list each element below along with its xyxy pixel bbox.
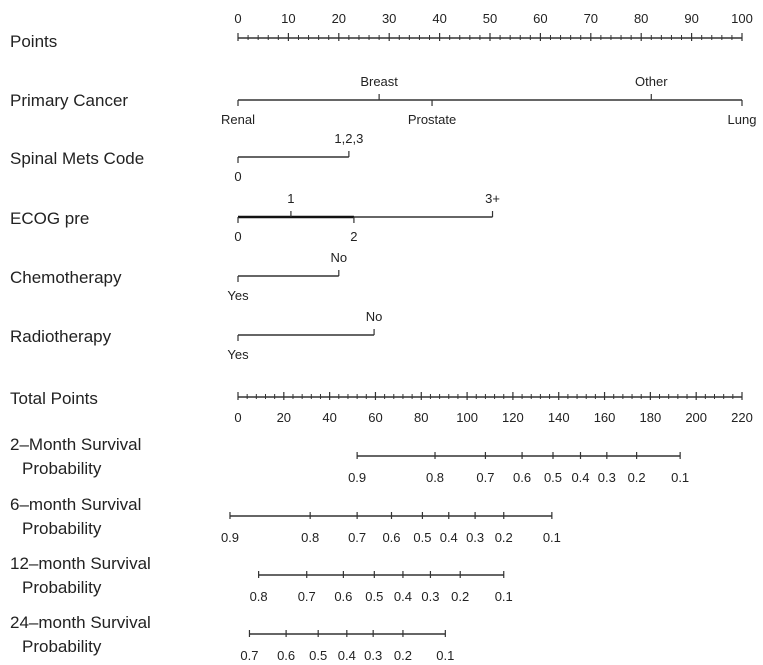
surv-2m-label-line1: 2–Month Survival	[10, 435, 141, 454]
points-tick-label: 50	[483, 11, 497, 26]
survival-tick-label: 0.9	[221, 530, 239, 545]
predictor-level-label: Yes	[227, 347, 249, 362]
total-points-tick-label: 200	[685, 410, 707, 425]
survival-tick-label: 0.4	[394, 589, 412, 604]
predictor-level-label: No	[366, 309, 383, 324]
predictor-level-label: No	[330, 250, 347, 265]
predictor-level-label: 1,2,3	[334, 131, 363, 146]
survival-tick-label: 0.6	[334, 589, 352, 604]
surv-24m-label-line2: Probability	[22, 637, 102, 656]
radiotherapy-label: Radiotherapy	[10, 327, 112, 346]
total-points-tick-label: 20	[277, 410, 291, 425]
predictor-level-label: Lung	[728, 112, 757, 127]
points-tick-label: 10	[281, 11, 295, 26]
survival-tick-label: 0.5	[413, 530, 431, 545]
survival-tick-label: 0.5	[365, 589, 383, 604]
survival-tick-label: 0.8	[426, 470, 444, 485]
total-points-tick-label: 80	[414, 410, 428, 425]
points-tick-label: 40	[432, 11, 446, 26]
ecog-pre-label: ECOG pre	[10, 209, 89, 228]
survival-tick-label: 0.3	[466, 530, 484, 545]
survival-tick-label: 0.3	[364, 648, 382, 663]
survival-tick-label: 0.2	[628, 470, 646, 485]
total-points-tick-label: 40	[322, 410, 336, 425]
primary-cancer-label: Primary Cancer	[10, 91, 128, 110]
surv-6m-label-line2: Probability	[22, 519, 102, 538]
surv-2m-label-line2: Probability	[22, 459, 102, 478]
survival-tick-label: 0.2	[495, 530, 513, 545]
survival-tick-label: 0.6	[382, 530, 400, 545]
survival-tick-label: 0.1	[495, 589, 513, 604]
survival-tick-label: 0.6	[277, 648, 295, 663]
total-points-tick-label: 100	[456, 410, 478, 425]
survival-tick-label: 0.9	[348, 470, 366, 485]
points-axis-label: Points	[10, 32, 57, 51]
predictor-level-label: Breast	[360, 74, 398, 89]
survival-tick-label: 0.5	[309, 648, 327, 663]
total-points-tick-label: 140	[548, 410, 570, 425]
survival-tick-label: 0.2	[394, 648, 412, 663]
predictor-level-label: 2	[350, 229, 357, 244]
survival-tick-label: 0.5	[544, 470, 562, 485]
points-tick-label: 90	[684, 11, 698, 26]
surv-24m-label-line1: 24–month Survival	[10, 613, 151, 632]
predictor-level-label: Renal	[221, 112, 255, 127]
survival-tick-label: 0.8	[250, 589, 268, 604]
surv-12m-label-line1: 12–month Survival	[10, 554, 151, 573]
predictor-level-label: Other	[635, 74, 668, 89]
points-tick-label: 30	[382, 11, 396, 26]
predictor-level-label: Prostate	[408, 112, 456, 127]
predictor-level-label: 3+	[485, 191, 500, 206]
survival-tick-label: 0.2	[451, 589, 469, 604]
chemotherapy-label: Chemotherapy	[10, 268, 122, 287]
total-points-tick-label: 160	[594, 410, 616, 425]
survival-tick-label: 0.3	[598, 470, 616, 485]
total-points-tick-label: 220	[731, 410, 753, 425]
predictor-level-label: 0	[234, 169, 241, 184]
total-points-label: Total Points	[10, 389, 98, 408]
total-points-tick-label: 120	[502, 410, 524, 425]
predictor-level-label: 1	[287, 191, 294, 206]
predictor-level-label: 0	[234, 229, 241, 244]
nomogram-marks: 0 10 20 30 40 50 60 70 80 90 100RenalBreastProstat…	[221, 11, 757, 663]
points-tick-label: 70	[584, 11, 598, 26]
survival-tick-label: 0.6	[513, 470, 531, 485]
surv-6m-label-line1: 6–month Survival	[10, 495, 141, 514]
predictor-level-label: Yes	[227, 288, 249, 303]
survival-tick-label: 0.1	[671, 470, 689, 485]
survival-tick-label: 0.1	[543, 530, 561, 545]
survival-tick-label: 0.4	[571, 470, 589, 485]
survival-tick-label: 0.7	[476, 470, 494, 485]
survival-tick-label: 0.4	[440, 530, 458, 545]
survival-tick-label: 0.1	[436, 648, 454, 663]
surv-12m-label-line2: Probability	[22, 578, 102, 597]
points-tick-label: 20	[332, 11, 346, 26]
survival-tick-label: 0.3	[421, 589, 439, 604]
points-tick-label: 100	[731, 11, 753, 26]
survival-tick-label: 0.4	[338, 648, 356, 663]
survival-tick-label: 0.7	[348, 530, 366, 545]
points-tick-label: 80	[634, 11, 648, 26]
survival-tick-label: 0.7	[240, 648, 258, 663]
points-tick-label: 60	[533, 11, 547, 26]
spinal-mets-code-label: Spinal Mets Code	[10, 149, 144, 168]
total-points-tick-label: 0	[234, 410, 241, 425]
survival-tick-label: 0.8	[301, 530, 319, 545]
total-points-tick-label: 60	[368, 410, 382, 425]
survival-tick-label: 0.7	[298, 589, 316, 604]
points-tick-label: 0	[234, 11, 241, 26]
total-points-tick-label: 180	[640, 410, 662, 425]
